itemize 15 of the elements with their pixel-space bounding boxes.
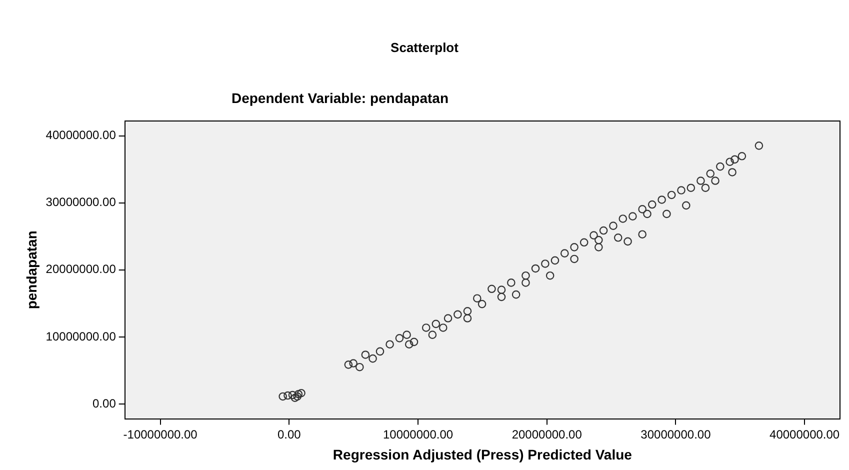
x-tick-label: 20000000.00 xyxy=(512,427,582,442)
x-tick-label: 30000000.00 xyxy=(640,427,712,442)
chart-subtitle: Dependent Variable: pendapatan xyxy=(230,90,450,106)
chart-title: Scatterplot xyxy=(390,40,460,55)
x-tick-label: 40000000.00 xyxy=(770,427,840,442)
y-tick-label: 10000000.00 xyxy=(46,329,116,344)
y-tick-label: 20000000.00 xyxy=(46,262,116,276)
y-tick-label: 0.00 xyxy=(92,396,116,410)
y-tick-label: 40000000.00 xyxy=(46,128,116,142)
y-tick-label: 30000000.00 xyxy=(46,195,116,210)
x-tick-label: 10000000.00 xyxy=(382,427,454,442)
x-axis-title: Regression Adjusted (Press) Predicted Value xyxy=(332,446,632,462)
y-axis-title: pendapatan xyxy=(23,230,40,310)
x-tick-label: 0.00 xyxy=(277,427,302,442)
x-tick-label: -10000000.00 xyxy=(123,427,198,442)
